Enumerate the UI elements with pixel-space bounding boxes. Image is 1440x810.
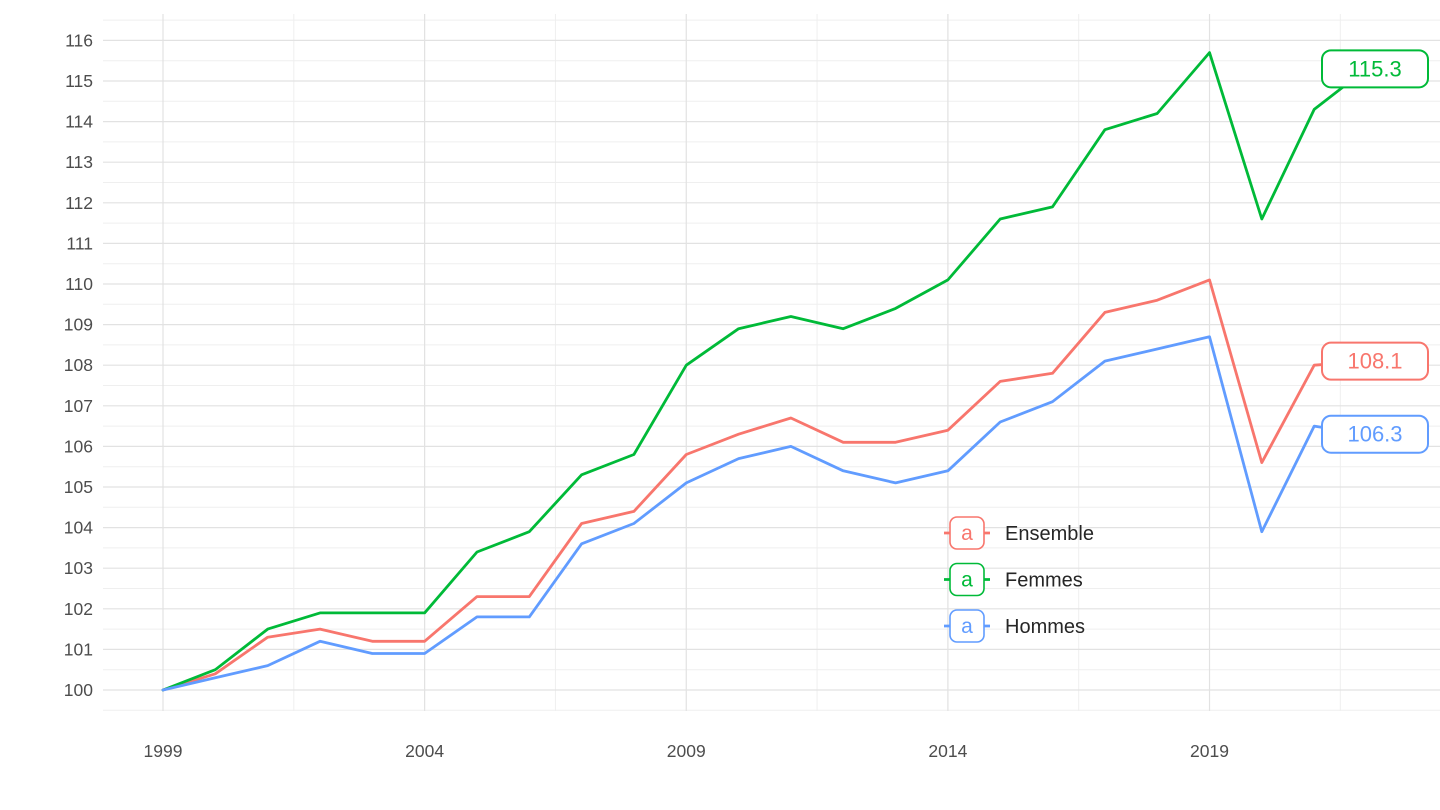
y-axis-tick-label: 113 <box>65 152 93 172</box>
x-axis-tick-label: 2004 <box>405 741 444 761</box>
legend-key-box <box>949 516 985 550</box>
end-label-value: 115.3 <box>1348 56 1401 81</box>
grid-major <box>103 14 1440 711</box>
legend-key-glyph: a <box>961 522 973 545</box>
x-axis-tick-label: 2009 <box>667 741 706 761</box>
y-axis-tick-label: 104 <box>64 518 93 538</box>
series-line-femmes <box>161 51 1368 692</box>
legend-key-glyph: a <box>961 569 973 592</box>
legend-item-femmes: a Femmes <box>944 562 1083 597</box>
legend-item-ensemble: a Ensemble <box>944 516 1094 550</box>
y-axis-tick-label: 116 <box>65 30 93 50</box>
axis-labels: 100 101 102 103 104 105 106 107 108 109 110 111 112 1… <box>64 30 1229 761</box>
y-axis-tick-label: 112 <box>65 193 93 213</box>
end-label-box <box>1321 49 1429 89</box>
y-axis-tick-label: 105 <box>64 477 93 497</box>
y-axis-tick-label: 106 <box>64 436 93 456</box>
y-axis-tick-label: 107 <box>64 396 93 416</box>
y-axis-tick-label: 111 <box>66 233 93 253</box>
end-label-value: 108.1 <box>1347 349 1402 374</box>
legend-item-label: Femmes <box>1005 570 1083 592</box>
end-label-ensemble: 108.1 <box>1321 341 1429 381</box>
y-axis-tick-label: 109 <box>64 315 93 335</box>
y-axis-tick-label: 102 <box>64 599 93 619</box>
legend-key-glyph: a <box>961 615 973 638</box>
x-axis-tick-label: 2019 <box>1190 741 1229 761</box>
end-label-value: 106.3 <box>1347 422 1402 447</box>
legend-key-box <box>949 562 985 597</box>
legend-item-hommes: a Hommes <box>944 609 1085 643</box>
series-lines <box>161 51 1368 692</box>
series-line-hommes <box>161 335 1368 692</box>
x-axis-tick-label: 2014 <box>928 741 967 761</box>
end-label-femmes: 115.3 <box>1321 49 1429 89</box>
x-axis-tick-label: 1999 <box>144 741 183 761</box>
y-axis-tick-label: 101 <box>64 639 93 659</box>
series-line-ensemble <box>161 278 1368 692</box>
end-labels: 108.1 115.3 106.3 <box>1321 49 1429 454</box>
y-axis-tick-label: 114 <box>65 112 93 132</box>
end-label-box <box>1321 414 1429 454</box>
end-label-box <box>1321 341 1429 381</box>
y-axis-tick-label: 108 <box>64 355 93 375</box>
legend-key-box <box>949 609 985 643</box>
legend-item-label: Hommes <box>1005 616 1085 638</box>
y-axis-tick-label: 115 <box>65 71 93 91</box>
y-axis-tick-label: 110 <box>65 274 93 294</box>
y-axis-tick-label: 100 <box>64 680 93 700</box>
end-label-hommes: 106.3 <box>1321 414 1429 454</box>
y-axis-tick-label: 103 <box>64 558 93 578</box>
legend: a Ensemble a Femmes a Hommes <box>944 516 1094 643</box>
legend-item-label: Ensemble <box>1005 523 1094 545</box>
